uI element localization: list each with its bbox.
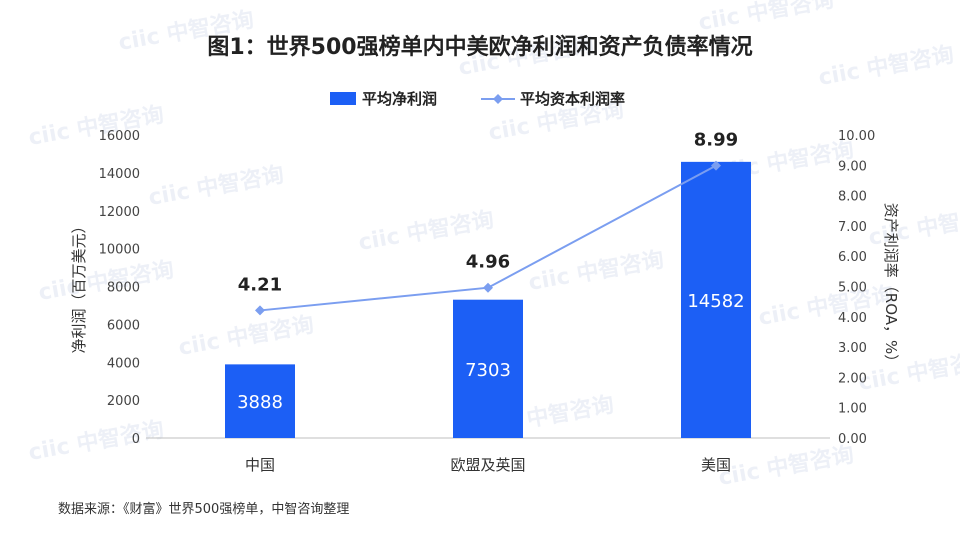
- roa-value-label: 4.21: [238, 274, 282, 295]
- x-category-label: 中国: [245, 456, 275, 474]
- left-axis-ticks: 0 2000 4000 6000 8000 10000 12000 14000 16000: [99, 129, 140, 447]
- x-category-label: 欧盟及英国: [450, 456, 525, 474]
- watermark-text: ciic 中智咨询: [717, 442, 856, 491]
- watermark-text: ciic 中智咨询: [757, 282, 896, 331]
- y-tick-left-label: 2000: [107, 394, 140, 409]
- y-tick-right-label: 9.00: [838, 159, 867, 174]
- legend-bar-swatch: [330, 92, 356, 105]
- y-axis-left-label: 净利润（百万美元）: [70, 218, 88, 353]
- y-tick-right-label: 1.00: [838, 402, 867, 417]
- watermark-text: ciic 中智咨询: [27, 417, 166, 466]
- y-tick-left-label: 0: [132, 432, 140, 447]
- watermark-text: ciic 中智咨询: [147, 162, 286, 211]
- bar-value-label: 7303: [465, 360, 511, 381]
- watermark-text: ciic 中智咨询: [817, 42, 956, 91]
- roa-point: [255, 305, 265, 316]
- category-labels: 中国 欧盟及英国 美国: [245, 456, 731, 474]
- bar: [681, 161, 751, 438]
- watermark-text: ciic 中智咨询: [867, 202, 960, 251]
- bar-value-label: 14582: [687, 291, 744, 312]
- bar: [225, 364, 295, 438]
- roa-point: [711, 160, 721, 171]
- x-category-label: 美国: [701, 456, 731, 474]
- y-axis-right-label: 资产利润率（ROA，%）: [882, 203, 900, 369]
- watermark-text: ciic 中智咨询: [357, 207, 496, 256]
- source-note: 数据来源：《财富》世界500强榜单，中智咨询整理: [58, 502, 350, 517]
- right-axis-ticks: 0.00 1.00 2.00 3.00 4.00 5.00 6.00 7.00 8.00 9.00…: [838, 129, 875, 447]
- roa-value-label: 8.99: [694, 130, 738, 151]
- legend-bar-label: 平均净利润: [362, 90, 437, 108]
- chart-title: 图1：世界500强榜单内中美欧净利润和资产负债率情况: [207, 34, 752, 60]
- legend-line-marker-icon: [493, 94, 503, 104]
- watermark-text: ciic 中智咨询: [697, 0, 836, 36]
- y-tick-right-label: 6.00: [838, 250, 867, 265]
- bars-layer: 3888 7303 14582: [225, 161, 751, 438]
- y-tick-left-label: 14000: [99, 167, 140, 182]
- watermark-text: ciic 中智咨询: [857, 347, 960, 396]
- y-tick-right-label: 2.00: [838, 371, 867, 386]
- y-tick-right-label: 10.00: [838, 129, 875, 144]
- y-tick-right-label: 7.00: [838, 220, 867, 235]
- y-tick-right-label: 4.00: [838, 311, 867, 326]
- y-tick-left-label: 8000: [107, 281, 140, 296]
- y-tick-left-label: 6000: [107, 318, 140, 333]
- y-tick-right-label: 5.00: [838, 281, 867, 296]
- y-tick-left-label: 10000: [99, 243, 140, 258]
- line-series-layer: 4.21 4.96 8.99: [238, 130, 738, 316]
- bar-value-label: 3888: [237, 392, 283, 413]
- y-tick-left-label: 12000: [99, 205, 140, 220]
- watermark-text: ciic 中智咨询: [527, 247, 666, 296]
- y-tick-left-label: 4000: [107, 356, 140, 371]
- y-tick-right-label: 8.00: [838, 190, 867, 205]
- legend: 平均净利润 平均资本利润率: [330, 90, 625, 108]
- legend-line-label: 平均资本利润率: [520, 90, 625, 108]
- roa-value-label: 4.96: [466, 252, 510, 273]
- watermark-text: ciic 中智咨询: [27, 102, 166, 151]
- roa-point: [483, 282, 493, 293]
- bar: [453, 299, 523, 438]
- watermark-text: ciic 中智咨询: [177, 312, 316, 361]
- y-tick-right-label: 0.00: [838, 432, 867, 447]
- y-tick-right-label: 3.00: [838, 341, 867, 356]
- y-tick-left-label: 16000: [99, 129, 140, 144]
